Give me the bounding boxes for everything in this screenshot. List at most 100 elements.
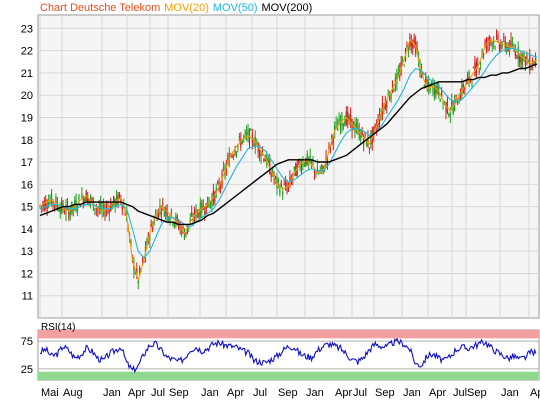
candle-body <box>43 200 45 210</box>
candle-body <box>448 113 450 117</box>
candle-body <box>300 166 303 171</box>
candle-body <box>78 195 80 200</box>
candle-body <box>490 39 492 42</box>
candle-body <box>71 201 73 213</box>
candle-body <box>313 168 316 174</box>
candle-body <box>465 80 467 86</box>
candle-body <box>153 219 155 224</box>
price-y-tick-label: 17 <box>21 157 33 169</box>
candle-body <box>205 203 207 214</box>
candle-body <box>87 195 89 204</box>
candle-body <box>260 153 262 157</box>
candle-body <box>285 182 287 188</box>
candle-body <box>454 99 456 111</box>
candle-body <box>503 36 505 38</box>
candle-body <box>232 156 235 157</box>
candle-body <box>442 102 444 105</box>
candle-body <box>104 210 106 217</box>
candle-body <box>211 198 213 207</box>
x-tick-label: Apr <box>530 387 540 399</box>
candle-body <box>272 167 274 176</box>
candle-body <box>504 40 506 49</box>
candle-body <box>279 188 281 194</box>
legend-mov200: MOV(200) <box>262 2 313 14</box>
candle-body <box>215 188 217 193</box>
rsi-y-tick-labels: 25 75 <box>21 336 33 376</box>
candle-body <box>170 209 173 216</box>
x-tick-label: Jul <box>453 387 467 399</box>
candle-body <box>296 164 298 177</box>
candle-body <box>412 43 414 50</box>
rsi-oversold-zone <box>38 371 539 380</box>
candle-body <box>173 222 175 226</box>
candle-body <box>341 113 343 126</box>
candle-body <box>98 206 100 210</box>
candle-body <box>524 57 527 66</box>
x-tick-label: Jan <box>201 387 219 399</box>
candle-body <box>328 145 330 146</box>
candle-body <box>407 49 410 51</box>
rsi-line-group <box>39 337 537 374</box>
candle-body <box>178 224 180 229</box>
candle-body <box>253 144 255 147</box>
candle-body <box>387 93 389 96</box>
candle-body <box>500 42 502 50</box>
candle-body <box>108 208 110 214</box>
candle-body <box>315 173 317 176</box>
candle-body <box>357 126 359 128</box>
candle-body <box>321 164 323 170</box>
candle-body <box>400 61 402 72</box>
candle-body <box>45 199 47 208</box>
candle-body <box>289 176 291 185</box>
x-tick-label: Apr <box>335 387 352 399</box>
candle-body <box>416 48 418 53</box>
candle-body <box>214 191 216 203</box>
candle-body <box>235 151 238 154</box>
candle-body <box>149 235 151 241</box>
x-tick-label: Jan <box>501 387 519 399</box>
candle-body <box>361 129 363 137</box>
candle-body <box>193 209 196 217</box>
candle-body <box>497 34 499 41</box>
candle-body <box>113 196 115 204</box>
price-y-tick-label: 13 <box>21 246 33 258</box>
price-y-tick-label: 23 <box>21 23 33 35</box>
candle-body <box>478 70 480 72</box>
candle-body <box>238 136 240 138</box>
price-y-tick-label: 15 <box>21 202 33 214</box>
candle-body <box>425 77 427 83</box>
candle-body <box>464 86 466 90</box>
candle-body <box>282 191 284 195</box>
candle-body <box>326 157 329 163</box>
candle-body <box>439 98 441 102</box>
rsi-y-tick-label: 25 <box>21 364 33 376</box>
candle-body <box>189 219 191 224</box>
candle-body <box>219 184 222 187</box>
x-tick-labels: Mai Aug Jan Apr Jul Sep Jan Apr Jul Sep Jan Apr Jul S… <box>41 387 540 399</box>
candle-body <box>322 165 324 170</box>
candle-body <box>305 157 307 166</box>
candle-body <box>69 211 71 215</box>
candle-body <box>287 183 290 186</box>
candle-body <box>493 40 495 43</box>
candle-body <box>139 267 141 274</box>
candle-body <box>384 102 386 109</box>
candle-body <box>124 212 126 216</box>
candle-body <box>167 216 170 221</box>
candle-body <box>342 124 345 127</box>
candle-body <box>393 90 395 92</box>
candle-body <box>198 212 200 218</box>
x-tick-label: Jan <box>403 387 421 399</box>
candle-body <box>298 159 300 163</box>
candle-body <box>390 93 392 99</box>
x-tick-label: Aug <box>63 387 83 399</box>
candle-body <box>494 46 496 48</box>
price-y-tick-labels: 11 12 13 14 15 16 17 18 19 20 21 22 23 <box>21 23 33 302</box>
candle-body <box>484 43 486 47</box>
candle-body <box>533 62 535 65</box>
candle-body <box>423 85 425 87</box>
price-y-tick-label: 11 <box>22 291 33 303</box>
mov200-line <box>39 63 538 226</box>
candle-body <box>212 190 214 201</box>
candle-body <box>435 87 437 95</box>
